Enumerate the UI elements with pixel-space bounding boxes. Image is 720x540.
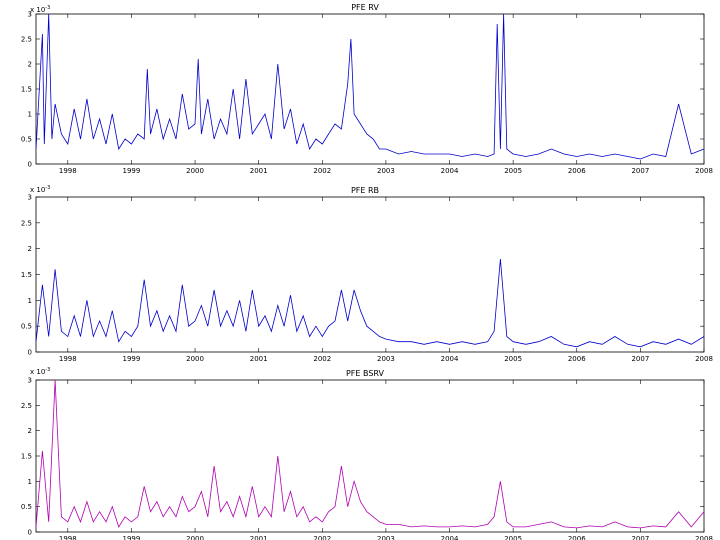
- y-tick-label: 3: [28, 194, 32, 202]
- exponent-power: -3: [45, 367, 50, 373]
- y-tick-label: 0.5: [21, 323, 32, 331]
- x-tick-label: 2002: [313, 167, 331, 175]
- y-axis-ticks: 0 0.5 1 1.5 2 2.5 3: [21, 194, 704, 357]
- x-tick-label: 1999: [123, 355, 141, 363]
- x-tick-label: 1998: [59, 535, 77, 540]
- y-tick-label: 1: [28, 478, 32, 486]
- x-tick-label: 2002: [313, 535, 331, 540]
- x-tick-label: 2007: [631, 535, 649, 540]
- x-tick-label: 2008: [695, 167, 713, 175]
- exponent-label: x 10-3: [30, 185, 50, 194]
- chart-title: PFE BSRV: [346, 369, 385, 378]
- plot-frame: [35, 13, 705, 165]
- x-tick-label: 2003: [377, 167, 395, 175]
- chart-title: PFE RB: [351, 186, 379, 195]
- x-tick-label: 2001: [250, 355, 268, 363]
- x-tick-label: 2001: [250, 535, 268, 540]
- exponent-label: x 10-3: [30, 367, 50, 376]
- chart-panel-bsrv: PFE BSRV x 10-3 0 0.5 1 1.5 2 2.5 3 1998 1999 20…: [21, 367, 713, 540]
- x-tick-label: 1999: [123, 167, 141, 175]
- x-tick-label: 1999: [123, 535, 141, 540]
- chart-panel-rb: PFE RB x 10-3 0 0.5 1 1.5 2 2.5 3 1998 1999 2000…: [21, 185, 713, 363]
- x-tick-label: 2005: [504, 167, 522, 175]
- y-tick-label: 2.5: [21, 402, 32, 410]
- y-axis-ticks: 0 0.5 1 1.5 2 2.5 3: [21, 11, 704, 169]
- x-tick-label: 2005: [504, 535, 522, 540]
- x-tick-label: 2004: [441, 355, 459, 363]
- x-tick-label: 2000: [186, 167, 204, 175]
- y-tick-label: 1.5: [21, 86, 32, 94]
- exponent-power: -3: [45, 5, 50, 11]
- exponent-power: -3: [45, 185, 50, 191]
- chart-title: PFE RV: [351, 3, 379, 12]
- exponent-base: x 10: [30, 186, 45, 194]
- x-tick-label: 2004: [441, 167, 459, 175]
- x-axis-ticks: 1998 1999 2000 2001 2002 2003 2004 2005 2006 2007…: [59, 14, 713, 175]
- x-tick-label: 2006: [568, 167, 586, 175]
- chart-panel-rv: PFE RV x 10-3 0 0.5 1 1.5 2 2.5 3 1998 1999 2000…: [21, 3, 713, 175]
- exponent-label: x 10-3: [30, 5, 50, 14]
- x-tick-label: 2004: [441, 535, 459, 540]
- y-tick-label: 0: [28, 161, 32, 169]
- y-tick-label: 0: [28, 529, 32, 537]
- y-axis-ticks: 0 0.5 1 1.5 2 2.5 3: [21, 377, 704, 537]
- x-tick-label: 2000: [186, 535, 204, 540]
- x-tick-label: 2006: [568, 355, 586, 363]
- y-tick-label: 2: [28, 427, 32, 435]
- y-tick-label: 2: [28, 61, 32, 69]
- x-tick-label: 2003: [377, 355, 395, 363]
- series-line: [35, 13, 705, 160]
- y-tick-label: 3: [28, 11, 32, 19]
- y-tick-label: 0.5: [21, 136, 32, 144]
- y-tick-label: 0: [28, 349, 32, 357]
- y-tick-label: 0.5: [21, 503, 32, 511]
- y-tick-label: 1: [28, 111, 32, 119]
- y-tick-label: 2.5: [21, 36, 32, 44]
- y-tick-label: 1: [28, 297, 32, 305]
- x-tick-label: 2008: [695, 535, 713, 540]
- y-tick-label: 2.5: [21, 219, 32, 227]
- x-tick-label: 2008: [695, 355, 713, 363]
- x-tick-label: 2006: [568, 535, 586, 540]
- x-tick-label: 2001: [250, 167, 268, 175]
- x-axis-ticks: 1998 1999 2000 2001 2002 2003 2004 2005 2006 2007…: [59, 380, 713, 540]
- x-tick-label: 2003: [377, 535, 395, 540]
- series-line: [35, 258, 705, 348]
- y-tick-label: 1.5: [21, 453, 32, 461]
- exponent-base: x 10: [30, 368, 45, 376]
- x-tick-label: 1998: [59, 355, 77, 363]
- x-tick-label: 1998: [59, 167, 77, 175]
- x-tick-label: 2000: [186, 355, 204, 363]
- y-tick-label: 2: [28, 245, 32, 253]
- x-tick-label: 2007: [631, 167, 649, 175]
- y-tick-label: 3: [28, 377, 32, 385]
- x-tick-label: 2007: [631, 355, 649, 363]
- exponent-base: x 10: [30, 6, 45, 14]
- x-axis-ticks: 1998 1999 2000 2001 2002 2003 2004 2005 2006 2007…: [59, 197, 713, 363]
- x-tick-label: 2005: [504, 355, 522, 363]
- y-tick-label: 1.5: [21, 271, 32, 279]
- series-line: [35, 379, 705, 529]
- plot-frame: [35, 379, 705, 533]
- x-tick-label: 2002: [313, 355, 331, 363]
